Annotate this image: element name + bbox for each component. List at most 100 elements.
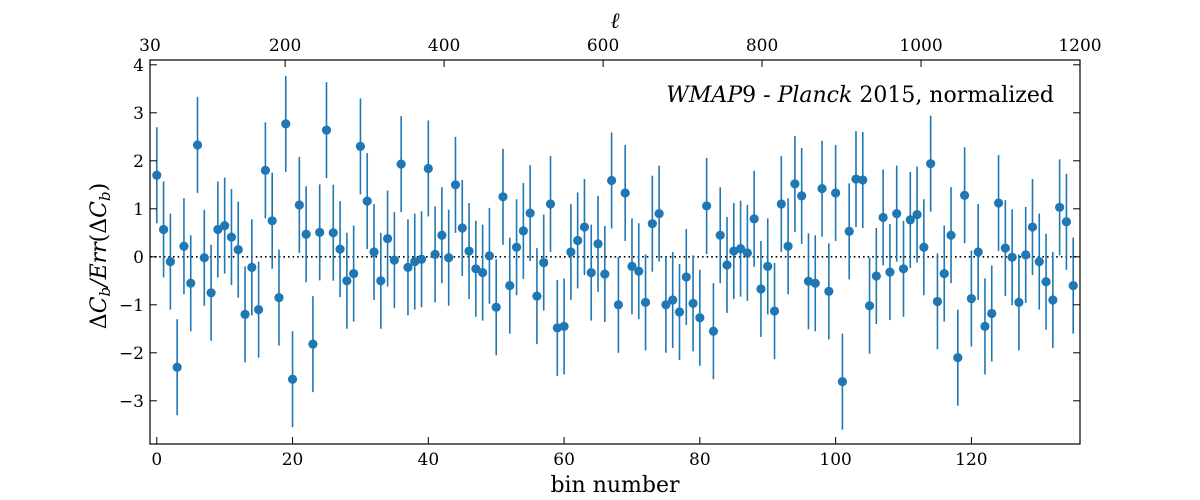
top-tick-label: 1200 [1058,36,1101,56]
data-point [1007,252,1017,262]
x-axis-label: bin number [550,473,680,498]
data-point [559,321,569,331]
data-point [763,261,773,271]
data-point [993,198,1004,208]
data-point [926,159,936,169]
y-axis-label: ΔCb/Err(ΔCb) [87,183,114,329]
data-point [416,254,427,264]
y-tick-label: 2 [133,152,144,172]
data-point [837,377,848,387]
data-point [654,209,664,219]
data-point [668,295,678,305]
data-point [457,223,467,233]
data-point [260,165,271,175]
data-point [240,309,250,319]
data-point [919,242,929,252]
data-point [790,179,800,189]
data-point [797,191,807,201]
data-point [335,244,345,254]
data-point [539,257,549,268]
top-tick-label: 400 [428,36,460,56]
data-point [362,196,372,206]
data-point [525,208,535,218]
data-point [640,297,651,307]
data-point [274,293,284,303]
data-point [620,188,630,198]
data-point [172,362,182,372]
data-point [423,163,433,174]
data-point [478,268,488,278]
data-point [342,276,352,286]
data-point [355,141,366,151]
data-point [444,253,454,263]
data-point [247,262,257,272]
data-point [688,298,698,308]
plot-border [149,59,1081,445]
top-tick-label: 30 [139,36,161,56]
x-tick-label: 100 [819,450,851,470]
top-tick-label: 200 [269,36,301,56]
data-point [369,247,379,257]
data-point [254,305,264,315]
top-axis-label: ℓ [610,9,620,34]
data-point [566,247,576,257]
data-point [532,291,542,301]
x-tick-label: 80 [689,450,711,470]
data-point [607,175,617,186]
data-point [206,288,216,298]
data-point [450,180,461,190]
data-point [471,264,481,274]
data-point [681,272,691,282]
data-point [376,276,386,286]
data-point [851,174,861,184]
data-point [600,269,610,279]
data-point [905,215,915,225]
data-point [749,214,759,224]
data-point [987,308,997,319]
data-point [437,230,447,240]
data-point [1041,277,1051,287]
data-point [403,262,413,272]
data-point [708,326,719,336]
data-point [769,306,780,316]
data-point [932,296,943,307]
data-point [953,353,963,363]
data-point [1021,250,1031,260]
data-point [634,266,644,276]
data-point [301,229,311,239]
data-point [213,224,223,235]
x-tick-label: 60 [553,450,575,470]
data-point [946,230,956,240]
data-point [1027,222,1038,232]
data-point [898,264,909,274]
x-tick-label: 20 [282,450,304,470]
data-point [844,226,854,236]
data-point [735,244,746,254]
data-point [328,228,338,238]
data-point [281,119,291,129]
data-point [430,249,440,259]
data-point [959,190,970,200]
data-point [892,209,902,219]
data-point [505,281,515,291]
data-point [824,286,834,296]
data-point [742,248,752,258]
data-points [152,119,1078,387]
data-point [973,247,983,257]
data-point [1034,257,1044,267]
data-point [647,219,657,229]
data-point [158,224,169,235]
data-point [267,216,277,226]
data-point [179,241,189,251]
data-point [484,251,495,261]
y-tick-label: 0 [133,248,144,268]
data-point [349,269,359,279]
data-point [152,170,162,180]
top-tick-label: 800 [746,36,778,56]
data-point [817,184,827,194]
data-point [165,257,175,267]
data-point [233,245,243,255]
y-tick-label: −3 [119,392,144,412]
data-point [864,301,875,311]
